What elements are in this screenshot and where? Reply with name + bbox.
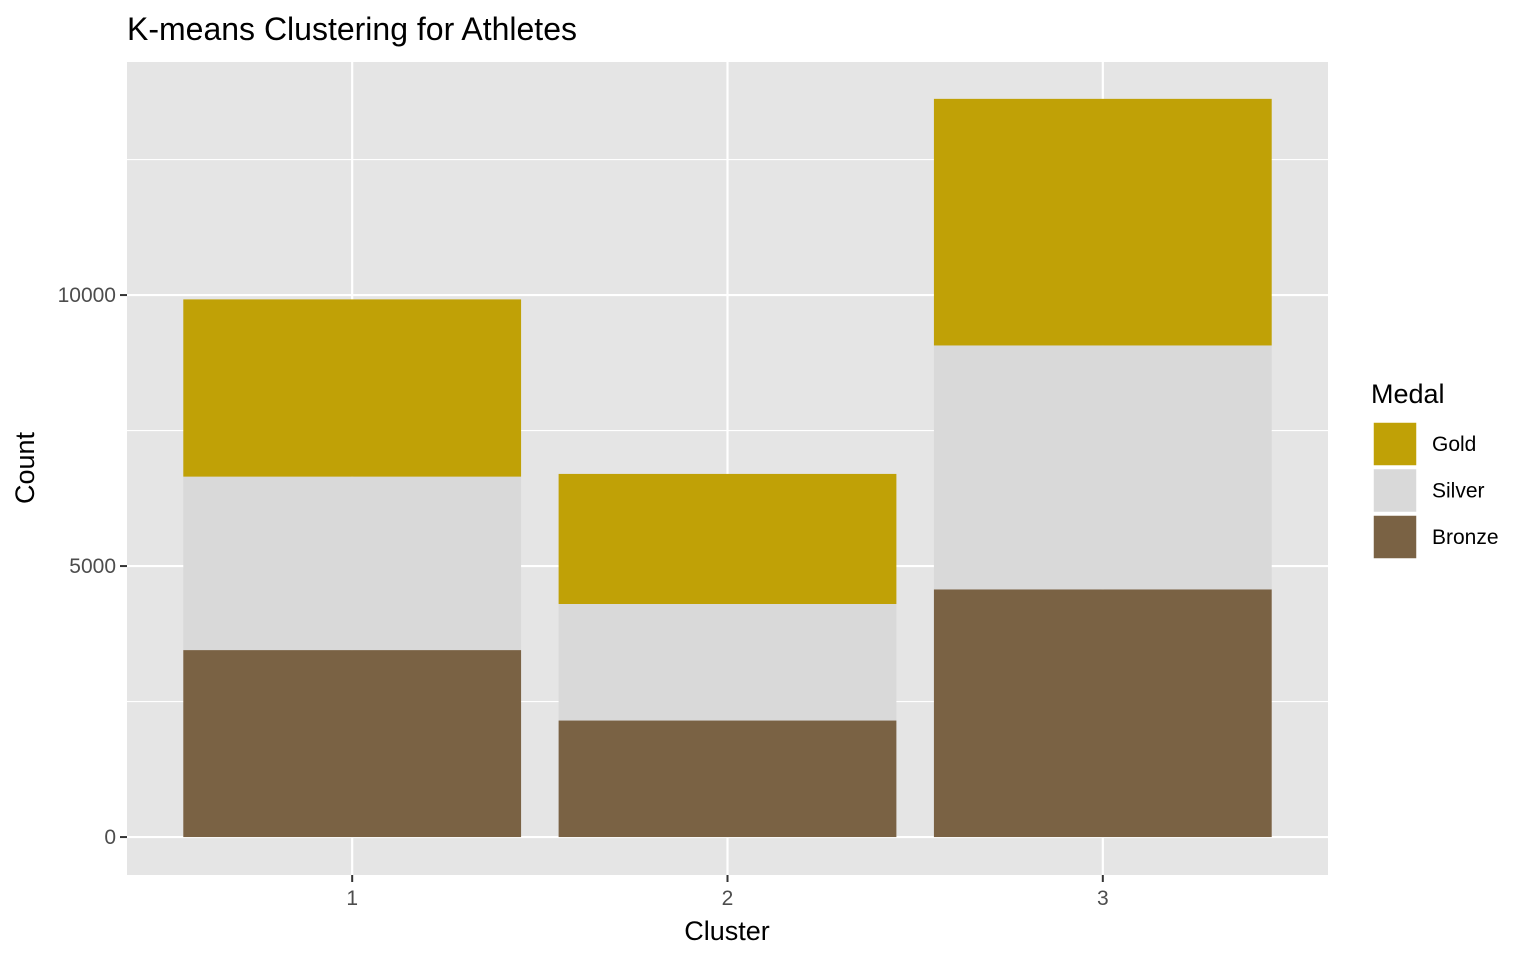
bar-segment-silver-cluster-1: [183, 476, 522, 651]
legend: Medal Gold Silver Bronze: [1371, 379, 1499, 560]
bar-segment-gold-cluster-2: [558, 473, 897, 604]
y-tick-label: 0: [104, 826, 116, 849]
legend-key-silver: [1372, 467, 1418, 514]
legend-key-gold: [1372, 421, 1418, 467]
bar-segment-bronze-cluster-2: [558, 720, 897, 838]
chart-title: K-means Clustering for Athletes: [127, 11, 577, 47]
bars: [183, 98, 1272, 838]
x-axis-title: Cluster: [684, 916, 770, 946]
bar-segment-bronze-cluster-1: [183, 650, 522, 838]
y-tick-label: 5000: [69, 555, 116, 578]
y-tick-label: 10000: [58, 284, 116, 307]
legend-key-bronze: [1372, 514, 1418, 560]
legend-label-bronze: Bronze: [1432, 526, 1499, 549]
legend-label-silver: Silver: [1432, 480, 1485, 503]
bar-segment-silver-cluster-2: [558, 604, 897, 721]
bar-segment-gold-cluster-1: [183, 299, 522, 477]
bar-segment-bronze-cluster-3: [933, 589, 1272, 838]
x-tick-label: 3: [1097, 887, 1109, 910]
y-axis-title: Count: [10, 431, 40, 504]
x-tick-label: 2: [722, 887, 734, 910]
axes: 0 5000 10000 1 2 3: [58, 284, 1109, 910]
bar-segment-silver-cluster-3: [933, 345, 1272, 590]
legend-label-gold: Gold: [1432, 433, 1476, 456]
legend-title: Medal: [1371, 379, 1445, 409]
bar-segment-gold-cluster-3: [933, 98, 1272, 346]
x-tick-label: 1: [346, 887, 358, 910]
